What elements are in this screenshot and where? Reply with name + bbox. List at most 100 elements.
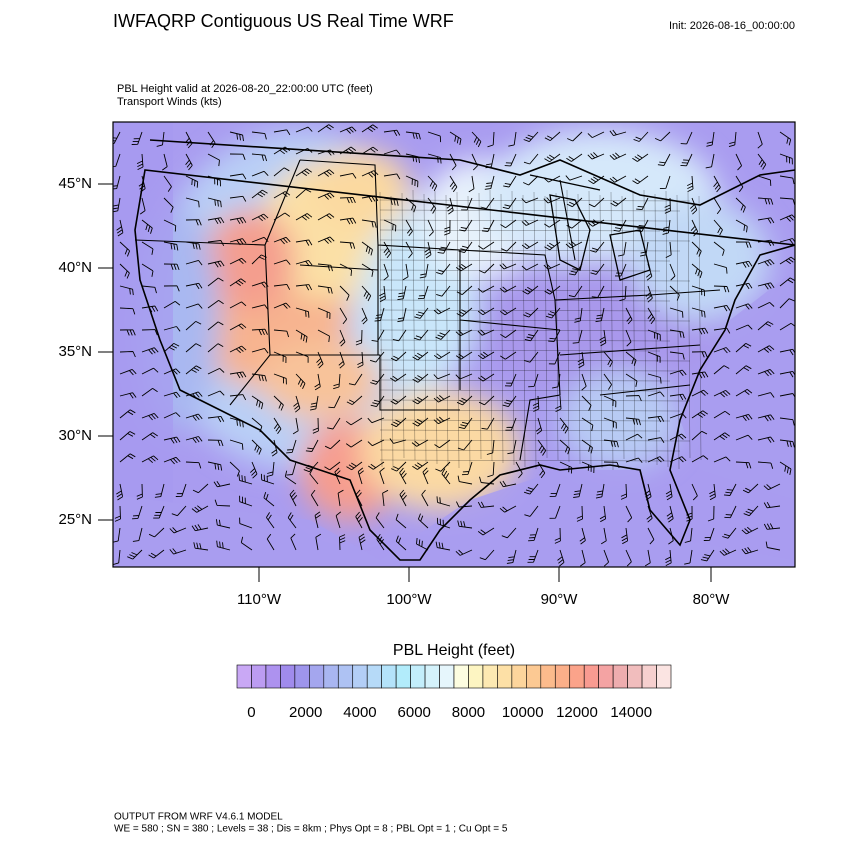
wind-barb xyxy=(481,417,495,430)
wind-barb xyxy=(436,517,451,529)
wind-barb xyxy=(383,197,399,206)
wind-barb xyxy=(691,430,708,441)
wind-barb xyxy=(119,307,136,315)
wind-barb xyxy=(707,505,715,522)
colorbar-box xyxy=(569,664,585,689)
wind-barb xyxy=(163,368,181,375)
wind-barb xyxy=(436,263,451,275)
wind-barb xyxy=(249,461,258,479)
wind-barb xyxy=(357,351,364,369)
wind-barb xyxy=(286,461,297,476)
wind-barb xyxy=(192,483,209,494)
wind-barb xyxy=(141,219,153,234)
wind-barb xyxy=(779,417,795,426)
wind-barb xyxy=(647,456,665,463)
subtitle: PBL Height valid at 2026-08-20_22:00:00 … xyxy=(117,83,373,95)
wind-barb xyxy=(600,527,607,545)
wind-barb xyxy=(273,283,291,290)
lat-label: 40°N xyxy=(58,259,92,276)
wind-barb xyxy=(328,395,341,409)
wind-barb xyxy=(339,285,350,301)
wind-barb xyxy=(544,153,561,163)
wind-barb xyxy=(669,307,684,318)
wind-barb xyxy=(295,284,313,291)
wind-barb xyxy=(603,461,620,469)
wind-barb xyxy=(207,343,224,353)
wind-barb xyxy=(185,391,203,399)
wind-barb xyxy=(405,153,420,163)
wind-barb xyxy=(427,197,437,214)
wind-barb xyxy=(273,236,291,245)
wind-barbs xyxy=(113,124,795,567)
wind-barb xyxy=(647,373,662,384)
wind-barb xyxy=(295,188,312,199)
wind-barb xyxy=(735,324,753,331)
wind-barb xyxy=(523,175,539,186)
lat-label: 30°N xyxy=(58,427,92,444)
wind-barb xyxy=(757,175,772,186)
wind-barb xyxy=(310,395,319,411)
wind-barb xyxy=(735,241,752,248)
wind-barb xyxy=(706,131,715,147)
colorbar-box xyxy=(482,664,498,689)
colorbar-box xyxy=(424,664,440,689)
wind-barb xyxy=(713,285,730,293)
wind-barb xyxy=(229,257,247,265)
wind-barb xyxy=(193,542,209,551)
wind-barb xyxy=(557,549,565,567)
wind-barb xyxy=(317,263,333,272)
wind-barb xyxy=(397,307,407,323)
wind-barb xyxy=(295,307,310,318)
lat-label: 25°N xyxy=(58,511,92,528)
colorbar-box xyxy=(439,664,455,689)
wind-barb xyxy=(163,391,181,399)
colorbar-box xyxy=(265,664,281,689)
wind-barb xyxy=(613,219,627,232)
wind-barb xyxy=(713,175,721,193)
wind-barb xyxy=(500,329,517,338)
wind-barb xyxy=(636,197,649,211)
colorbar-box xyxy=(656,664,672,689)
wind-barb xyxy=(713,219,723,236)
colorbar-title: PBL Height (feet) xyxy=(393,642,515,659)
wind-barb xyxy=(543,175,561,183)
wind-barb xyxy=(215,519,231,529)
wind-barb xyxy=(312,417,319,434)
wind-barb xyxy=(521,197,539,204)
wind-barb xyxy=(358,533,366,551)
wind-barb xyxy=(668,527,674,545)
wind-barb xyxy=(335,511,342,529)
wind-barb xyxy=(412,373,429,383)
wind-barb xyxy=(588,175,605,184)
wind-barb xyxy=(544,241,561,251)
wind-barb xyxy=(595,483,605,499)
wind-barb xyxy=(376,534,385,551)
wind-barb xyxy=(273,129,291,136)
wind-barb xyxy=(480,197,495,209)
wind-barb xyxy=(315,533,322,551)
wind-barb xyxy=(207,131,216,149)
colorbar-tick-label: 0 xyxy=(247,704,255,721)
lon-label: 100°W xyxy=(386,591,432,608)
wind-barb xyxy=(743,505,759,517)
wind-barb xyxy=(419,263,429,279)
wind-barb xyxy=(229,323,247,331)
wind-barb xyxy=(713,365,730,375)
wind-barb xyxy=(515,461,523,479)
wind-barb xyxy=(508,131,517,147)
wind-barb xyxy=(390,395,407,405)
wind-barb xyxy=(581,395,592,411)
wind-barb xyxy=(185,259,203,266)
wind-barb xyxy=(544,131,561,141)
wind-barb xyxy=(456,307,473,317)
wind-barb xyxy=(757,414,775,422)
ocean-west xyxy=(113,122,173,567)
wind-barb xyxy=(566,219,583,229)
wind-barb xyxy=(609,129,627,137)
wind-barb xyxy=(338,351,345,369)
wind-barb xyxy=(229,153,246,160)
colorbar-box xyxy=(366,664,382,689)
wind-barb xyxy=(324,439,341,450)
colorbar-box xyxy=(497,664,513,689)
wind-barb xyxy=(647,527,655,545)
